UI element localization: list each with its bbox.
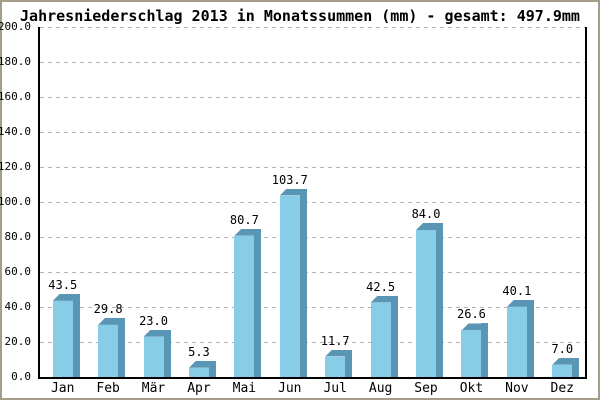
bar (143, 336, 164, 377)
bar (370, 302, 391, 377)
x-axis-tick-label: Mär (141, 381, 166, 396)
bar-top-face (461, 323, 488, 330)
gridline (40, 342, 585, 343)
bar-side-face (163, 329, 171, 377)
bar (325, 356, 346, 377)
gridline (40, 307, 585, 308)
bar-side-face (390, 295, 398, 377)
bar-side-face (572, 357, 580, 377)
bar-top-face (280, 189, 307, 196)
bar-value-label: 40.1 (502, 283, 532, 298)
bar-side-face (436, 223, 444, 377)
y-axis-tick-label: 120.0 (0, 160, 31, 173)
bar-side-face (208, 360, 216, 377)
gridline (40, 237, 585, 238)
gridline (40, 132, 585, 133)
bar (234, 235, 255, 377)
bar (552, 364, 573, 377)
bar-top-face (325, 350, 352, 357)
bar-side-face (481, 323, 489, 377)
y-axis-tick-label: 60.0 (4, 265, 32, 278)
bar-top-face (53, 294, 80, 301)
bar-top-face (507, 300, 534, 307)
bar (279, 195, 300, 377)
x-axis-tick-label: Sep (414, 381, 438, 396)
x-axis-tick-label: Apr (187, 381, 211, 396)
bar-top-face (98, 318, 125, 325)
gridline (40, 97, 585, 98)
bar-value-label: 23.0 (139, 313, 168, 328)
bar-value-label: 26.6 (457, 307, 486, 322)
y-axis-tick-label: 0.0 (11, 370, 31, 383)
bar-value-label: 5.3 (188, 344, 210, 359)
bar-top-face (552, 358, 579, 365)
bar (506, 306, 527, 377)
bar-side-face (254, 228, 262, 377)
x-axis-tick-label: Jun (278, 381, 302, 396)
y-axis-tick-label: 100.0 (0, 195, 31, 208)
gridline (40, 167, 585, 168)
bar-side-face (118, 317, 126, 377)
bar-top-face (189, 361, 216, 368)
bar (52, 300, 73, 377)
x-axis-tick-label: Dez (550, 381, 575, 396)
y-axis-tick-label: 80.0 (4, 230, 32, 243)
y-axis-tick-label: 160.0 (0, 90, 31, 103)
x-axis-tick-label: Mai (232, 381, 257, 396)
chart-title: Jahresniederschlag 2013 in Monatssummen … (20, 7, 580, 25)
bar-value-label: 43.5 (48, 277, 78, 292)
gridline (40, 27, 585, 28)
gridline (40, 62, 585, 63)
bar-side-face (72, 293, 80, 377)
bar (98, 324, 119, 377)
gridline (40, 202, 585, 203)
bar-value-label: 29.8 (93, 301, 123, 316)
bar-value-label: 7.0 (551, 341, 574, 356)
x-axis-tick-label: Jan (50, 381, 75, 396)
gridline (40, 272, 585, 273)
x-axis-tick-label: Jul (323, 381, 347, 396)
bar-value-label: 42.5 (366, 279, 396, 294)
x-axis-tick-label: Okt (459, 381, 484, 396)
bar-side-face (526, 299, 534, 377)
plot-area: 0.0 20.0 40.0 60.0 80.0 100.0 120.0 140.0 160.0 1… (0, 21, 587, 396)
bar-value-label: 80.7 (229, 212, 259, 227)
y-axis-tick-label: 140.0 (0, 125, 31, 138)
x-axis-tick-label: Nov (505, 381, 529, 396)
bar-top-face (144, 330, 171, 337)
y-axis-tick-label: 180.0 (0, 55, 31, 68)
x-axis-tick-label: Aug (368, 381, 393, 396)
bar-side-face (345, 349, 353, 377)
bar (416, 230, 437, 377)
bar-value-label: 103.7 (271, 172, 308, 187)
bar-top-face (234, 229, 261, 236)
y-axis-tick-label: 40.0 (4, 300, 32, 313)
bar-side-face (299, 188, 307, 377)
bar-value-label: 11.7 (320, 333, 350, 348)
bar-value-label: 84.0 (411, 207, 441, 221)
bar-top-face (371, 296, 398, 303)
y-axis-tick-label: 20.0 (4, 335, 32, 348)
x-axis-tick-label: Feb (96, 381, 120, 396)
bar-top-face (416, 223, 443, 230)
y-axis-tick-label: 200.0 (0, 20, 31, 33)
bar (461, 330, 482, 377)
bar (188, 367, 209, 377)
